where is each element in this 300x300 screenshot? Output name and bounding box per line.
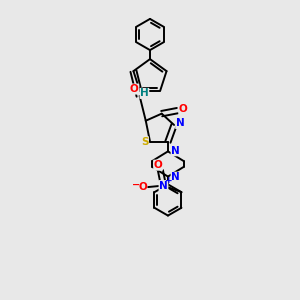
Text: O: O bbox=[179, 104, 188, 114]
Text: N: N bbox=[171, 172, 180, 182]
Text: O: O bbox=[138, 182, 147, 192]
Text: H: H bbox=[140, 88, 149, 98]
Text: N: N bbox=[171, 146, 180, 156]
Text: −: − bbox=[132, 180, 140, 190]
Text: O: O bbox=[130, 84, 139, 94]
Text: +: + bbox=[165, 176, 172, 185]
Text: N: N bbox=[176, 118, 184, 128]
Text: O: O bbox=[154, 160, 162, 170]
Text: S: S bbox=[141, 137, 148, 147]
Text: N: N bbox=[159, 181, 168, 190]
